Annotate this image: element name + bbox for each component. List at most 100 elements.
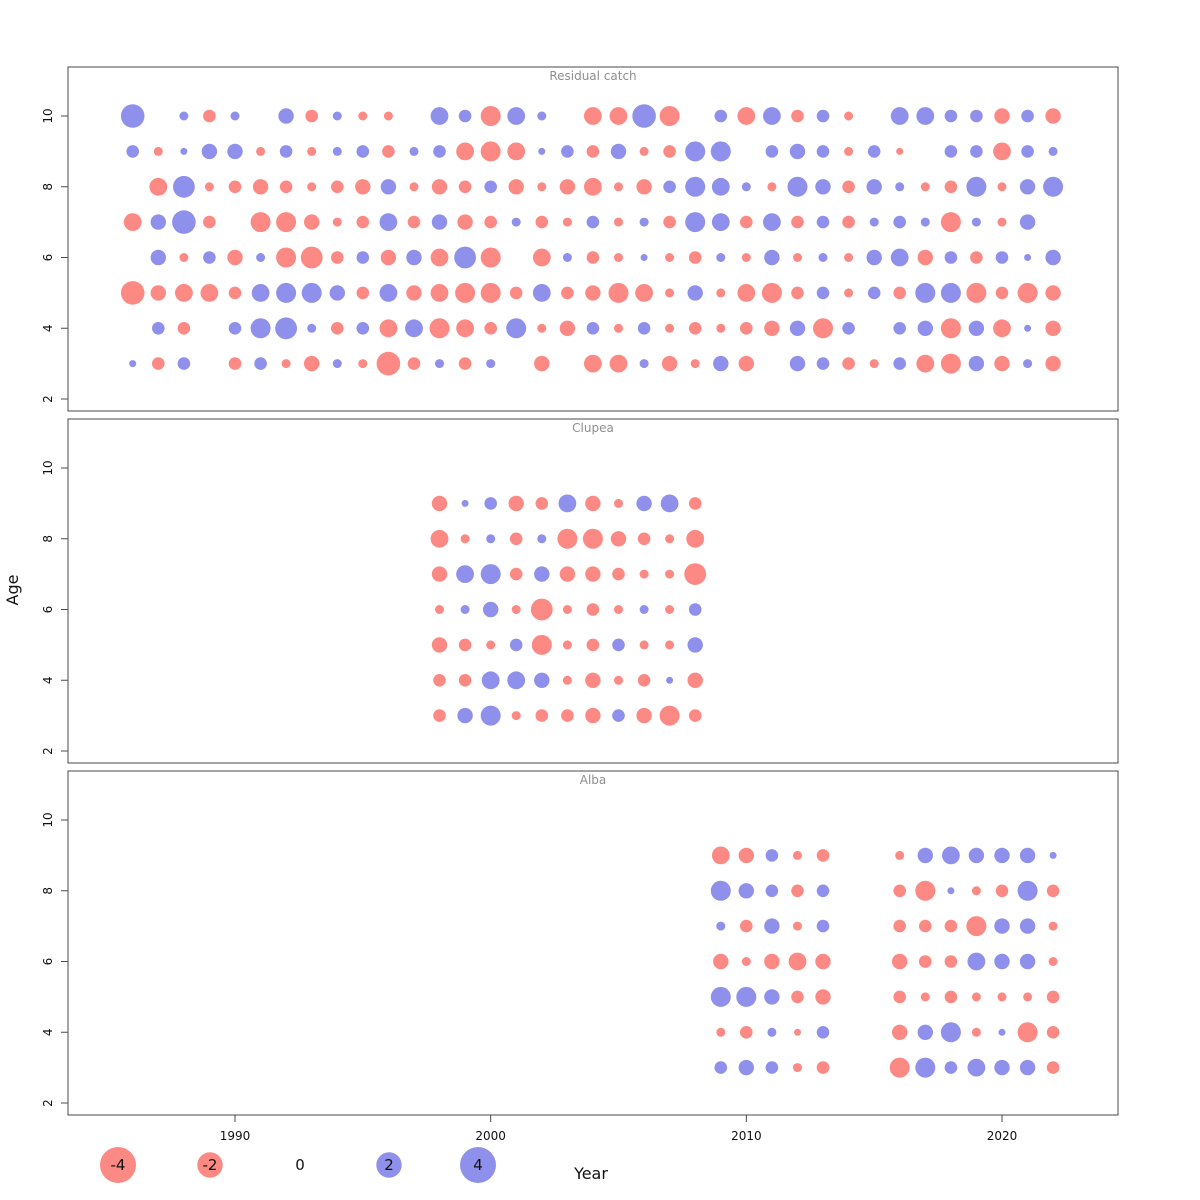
- bubble: [713, 355, 729, 372]
- legend-label: -2: [203, 1156, 218, 1174]
- bubble: [763, 213, 781, 232]
- bubble: [944, 1061, 958, 1074]
- x-tick-label: 2000: [475, 1129, 506, 1143]
- bubble: [356, 322, 370, 335]
- bubble: [971, 1027, 981, 1037]
- bubble: [331, 180, 344, 194]
- bubble: [816, 919, 830, 933]
- bubble: [764, 918, 780, 934]
- bubble: [710, 986, 731, 1007]
- bubble: [818, 253, 828, 262]
- bubble: [177, 357, 191, 370]
- bubble: [737, 107, 756, 125]
- bubble: [435, 605, 444, 614]
- bubble: [688, 603, 702, 616]
- bubble: [203, 109, 216, 123]
- bubble: [407, 357, 421, 370]
- bubble: [764, 953, 780, 970]
- bubble: [304, 214, 320, 230]
- bubble: [129, 360, 137, 368]
- bubble: [480, 247, 501, 268]
- bubble: [1019, 179, 1036, 195]
- bubble: [180, 147, 188, 155]
- bubble: [331, 322, 344, 335]
- bubble: [612, 567, 625, 581]
- bubble: [944, 109, 958, 123]
- bubble: [507, 671, 526, 690]
- bubble: [968, 355, 985, 372]
- bubble: [940, 318, 961, 339]
- bubble: [844, 288, 854, 298]
- bubble: [614, 217, 623, 227]
- bubble: [916, 354, 935, 373]
- bubble: [356, 286, 370, 300]
- bubble: [940, 353, 961, 374]
- x-tick-label: 2020: [987, 1129, 1018, 1143]
- bubble: [120, 281, 145, 305]
- y-tick-label: 6: [41, 606, 55, 614]
- bubble: [275, 317, 297, 340]
- bubble: [893, 215, 906, 229]
- bubble: [997, 992, 1007, 1002]
- bubble: [614, 675, 623, 685]
- bubble: [458, 109, 472, 123]
- bubble: [355, 179, 371, 195]
- bubble: [716, 1027, 726, 1037]
- bubble: [582, 528, 603, 549]
- bubble: [663, 180, 676, 194]
- bubble: [893, 884, 906, 898]
- bubble: [382, 145, 395, 158]
- bubble: [358, 359, 368, 369]
- bubble: [150, 285, 166, 301]
- bubble: [896, 147, 904, 155]
- bubble: [431, 566, 448, 582]
- bubble: [461, 499, 469, 507]
- bubble: [250, 318, 271, 339]
- y-tick-label: 2: [41, 395, 55, 403]
- bubble: [765, 1061, 779, 1074]
- bubble: [866, 179, 882, 195]
- bubble: [203, 251, 216, 264]
- bubble: [736, 986, 757, 1007]
- bubble: [764, 249, 780, 266]
- y-tick-label: 8: [41, 183, 55, 191]
- bubble: [531, 634, 552, 655]
- bubble: [714, 109, 728, 123]
- bubble: [586, 638, 600, 652]
- bubble: [711, 846, 730, 865]
- bubble: [507, 107, 526, 125]
- bubble: [561, 709, 574, 722]
- bubble: [793, 850, 802, 860]
- bubble: [175, 284, 193, 302]
- bubble: [761, 282, 782, 303]
- bubble: [458, 674, 472, 687]
- bubble: [279, 180, 293, 194]
- bubble: [149, 177, 168, 196]
- bubble: [794, 1028, 801, 1036]
- bubble: [890, 248, 909, 267]
- bubble: [636, 707, 652, 724]
- bubble: [559, 566, 576, 582]
- bubble: [609, 107, 628, 125]
- bubble: [764, 989, 780, 1005]
- bubble: [458, 638, 472, 652]
- bubble: [1019, 953, 1036, 970]
- bubble: [483, 601, 499, 618]
- bubble: [788, 952, 807, 971]
- bubble: [1045, 320, 1061, 336]
- bubble: [639, 146, 649, 156]
- bubble: [764, 320, 780, 336]
- y-tick-label: 6: [41, 958, 55, 966]
- bubble: [1017, 1022, 1038, 1043]
- bubble: [561, 286, 574, 300]
- bubble: [584, 354, 602, 373]
- bubble: [741, 253, 751, 262]
- bubble: [561, 145, 574, 158]
- bubble: [763, 107, 781, 125]
- bubble: [636, 495, 652, 512]
- bubble: [480, 106, 501, 126]
- y-tick-label: 2: [41, 1099, 55, 1107]
- bubble: [454, 246, 476, 269]
- bubble: [484, 215, 498, 229]
